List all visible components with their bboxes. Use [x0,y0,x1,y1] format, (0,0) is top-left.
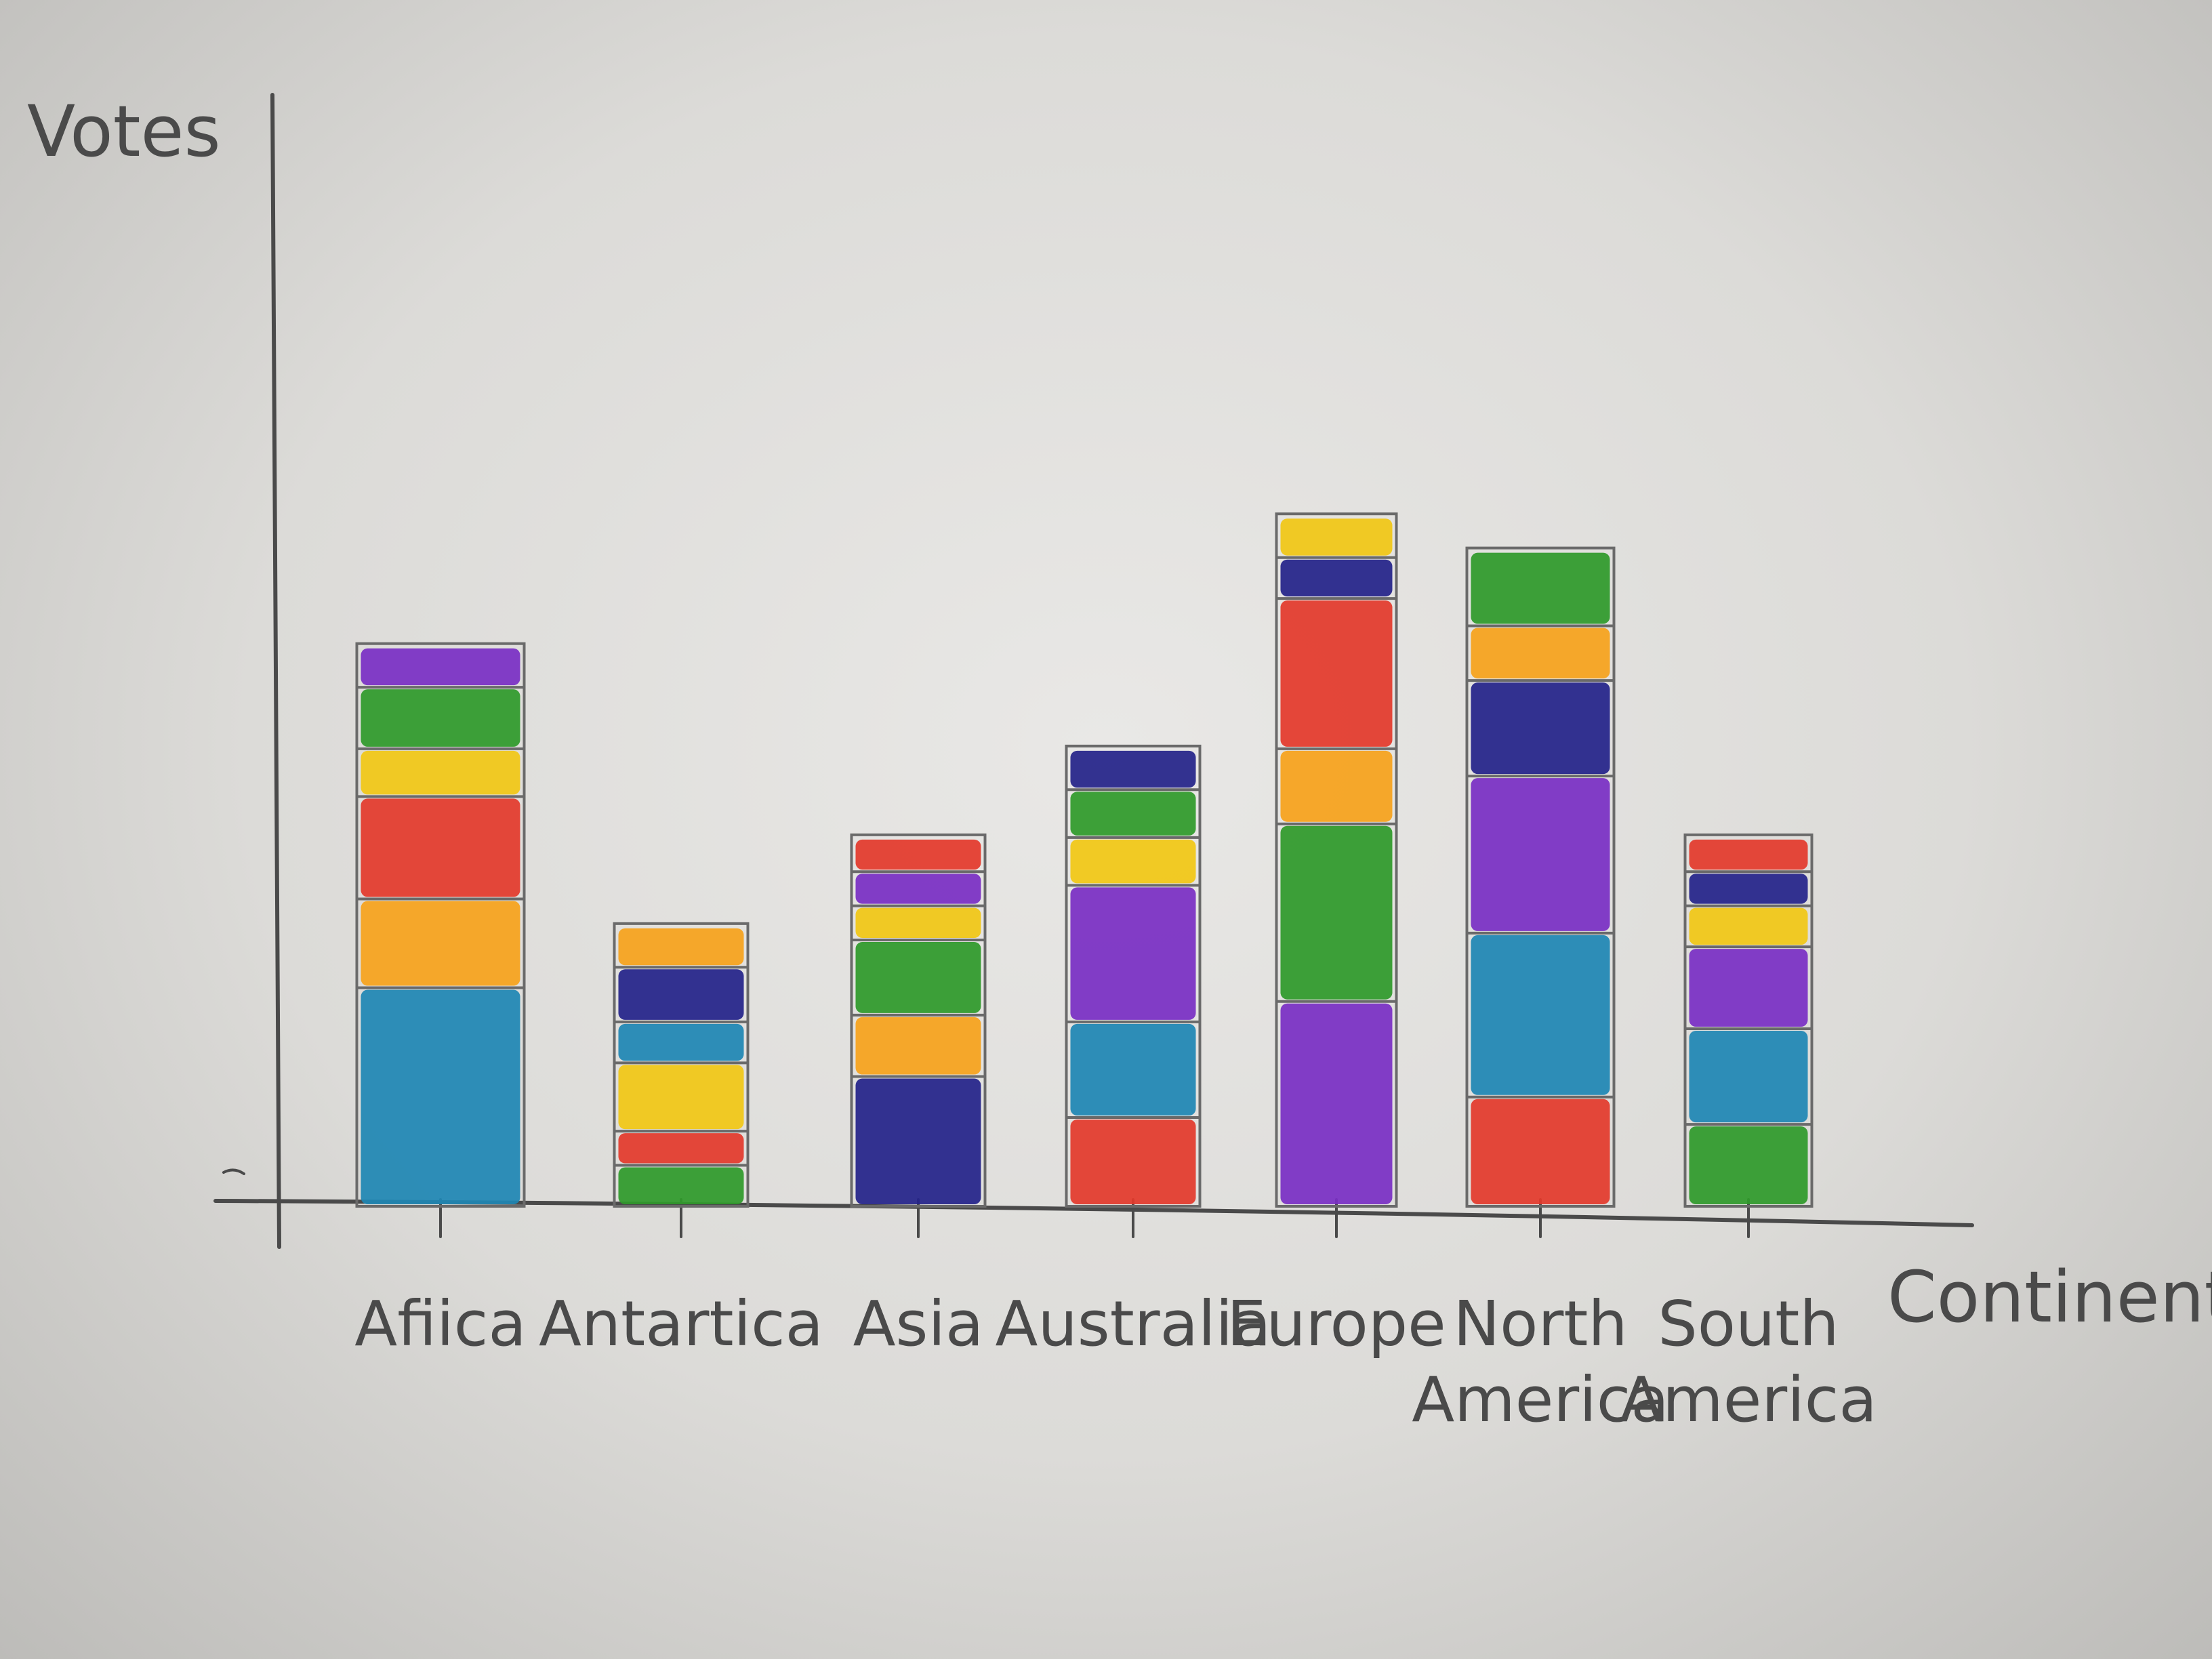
x-tick-label: North [1453,1288,1627,1360]
bar-segment [1471,552,1610,624]
bar-segment [1280,559,1393,597]
bar-segment [1280,600,1393,747]
x-tick-label: America [1620,1364,1877,1436]
x-tick-label: Asia [853,1288,984,1360]
bar-segment [1471,1099,1610,1204]
bar-segment [361,750,520,795]
x-tick-label: Europe [1227,1288,1446,1360]
x-tick-label: Antartica [539,1288,823,1360]
bar-outline [850,833,987,1208]
bar-segment [361,648,520,686]
x-axis-line [213,1199,1974,1227]
bar-segment [618,1133,744,1164]
bar-outline [1465,546,1616,1208]
y-axis-line [270,93,281,1249]
bars [355,512,1814,1208]
x-tick-label: Australia [996,1288,1271,1360]
bar-segment [1280,825,1393,1000]
bar-segment [361,901,520,986]
bar-segment [618,1167,744,1204]
bar-segment [1689,1031,1808,1123]
bar-stack-north-america [1465,546,1616,1208]
bar-segment [1689,1126,1808,1204]
x-axis-label: Continent. [1887,1256,2212,1338]
bar-segment [1471,935,1610,1095]
bar-segment [361,989,520,1204]
bar-segment [1280,1003,1393,1204]
bar-segment [1070,1120,1196,1204]
bar-segment [1070,1023,1196,1115]
bar-segment [361,798,520,897]
bar-segment [1471,682,1610,775]
bar-outline [613,922,750,1208]
bar-segment [618,969,744,1020]
origin-tick [222,1168,245,1175]
bar-stack-africa [355,642,526,1208]
bar-stack-asia [850,833,987,1208]
bar-segment [1689,949,1808,1027]
x-tick-label: South [1658,1288,1839,1360]
bar-segment [1280,518,1393,556]
bar-segment [1471,628,1610,679]
bar-segment [1070,887,1196,1020]
bar-segment [1280,750,1393,822]
bar-segment [855,942,981,1013]
bar-segment [618,1065,744,1130]
bar-segment [855,874,981,904]
bar-segment [855,1017,981,1075]
bar-segment [855,839,981,870]
bar-stack-australia [1065,744,1202,1208]
x-tick-label: Afiica [354,1288,526,1360]
bar-segment [1689,907,1808,945]
y-axis-label: Votes [27,90,221,173]
bar-segment [618,1023,744,1061]
bar-segment [1689,839,1808,870]
bar-segment [1471,778,1610,931]
bar-outline [355,642,526,1208]
bar-segment [1070,792,1196,836]
bar-outline [1275,512,1398,1208]
bar-segment [855,907,981,938]
bar-stack-europe [1275,512,1398,1208]
bar-segment [855,1078,981,1204]
bar-segment [1070,750,1196,788]
bar-outline [1065,744,1202,1208]
bar-outline [1683,833,1814,1208]
bar-segment [618,928,744,966]
bar-segment [361,689,520,747]
bar-segment [1070,839,1196,884]
bar-stack-south-america [1683,833,1814,1208]
bar-stack-antarctica [613,922,750,1208]
x-tick-label: America [1412,1364,1669,1436]
bar-segment [1689,874,1808,904]
